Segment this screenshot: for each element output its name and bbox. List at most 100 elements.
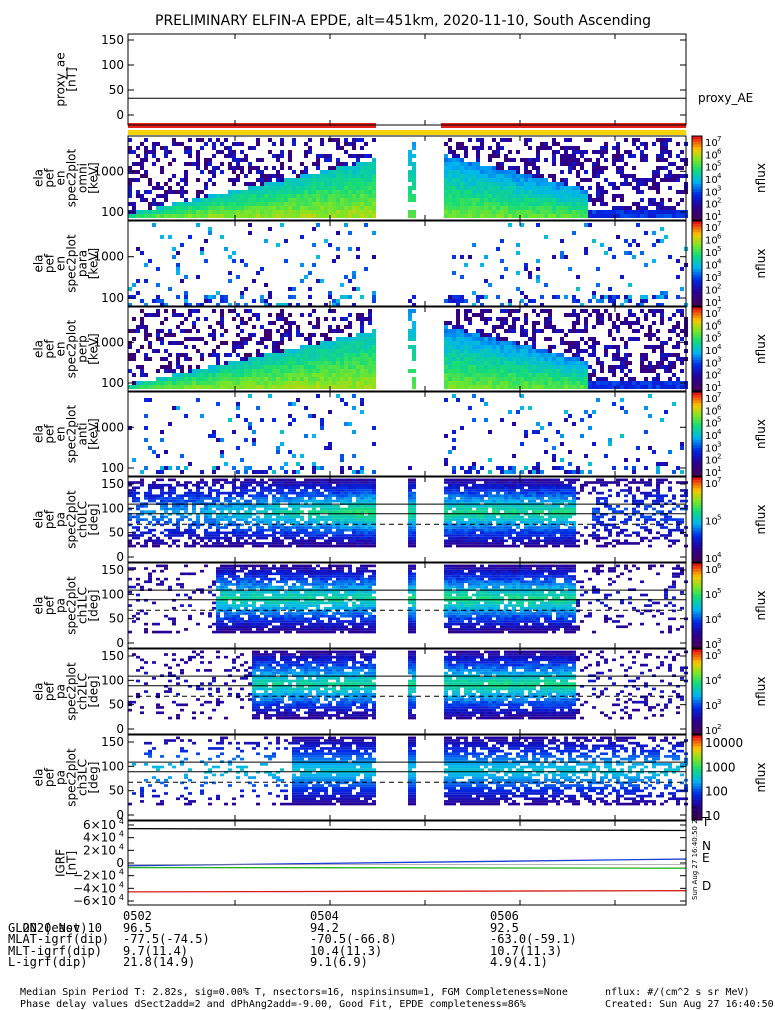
spectrogram-cell [316, 373, 320, 377]
panel-frame [128, 34, 686, 125]
spectrogram-cell [280, 142, 284, 146]
spectrogram-cell [360, 214, 364, 218]
spectrogram-cell [292, 142, 296, 146]
spectrogram-cell [488, 186, 492, 190]
spectrogram-cell [224, 361, 228, 365]
spectrogram-cell [136, 214, 140, 218]
pitch-angle-cell [228, 481, 232, 484]
pitch-angle-cell [296, 505, 300, 508]
pitch-angle-cell [320, 508, 324, 511]
spectrogram-cell [232, 341, 236, 345]
spectrogram-cell [476, 381, 480, 385]
spectrogram-cell [556, 202, 560, 206]
spectrogram-cell [560, 255, 564, 259]
spectrogram-cell [580, 337, 584, 341]
spectrogram-cell [448, 381, 452, 385]
spectrogram-cell [636, 210, 640, 214]
pitch-angle-cell [136, 534, 140, 537]
spectrogram-cell [492, 194, 496, 198]
spectrogram-cell [268, 357, 272, 361]
spectrogram-cell [676, 210, 680, 214]
spectrogram-cell [364, 353, 368, 357]
spectrogram-cell [500, 365, 504, 369]
spectrogram-cell [548, 377, 552, 381]
spectrogram-cell [176, 202, 180, 206]
spectrogram-cell [188, 329, 192, 333]
pitch-angle-cell [236, 510, 240, 513]
spectrogram-cell [552, 162, 556, 166]
pitch-angle-cell [132, 516, 136, 519]
spectrogram-cell [136, 170, 140, 174]
pitch-angle-cell [264, 486, 268, 489]
spectrogram-cell [496, 142, 500, 146]
spectrogram-cell [140, 166, 144, 170]
pitch-angle-cell [256, 494, 260, 497]
spectrogram-cell [288, 325, 292, 329]
spectrogram-cell [176, 206, 180, 210]
spectrogram-cell [532, 333, 536, 337]
spectrogram-cell [576, 190, 580, 194]
spectrogram-cell [256, 271, 260, 275]
pitch-angle-cell [320, 518, 324, 521]
spectrogram-cell [344, 373, 348, 377]
spectrogram-cell [640, 357, 644, 361]
pitch-angle-cell [248, 505, 252, 508]
pitch-angle-cell [240, 489, 244, 492]
spectrogram-cell [284, 470, 288, 474]
spectrogram-cell [336, 337, 340, 341]
pitch-angle-cell [224, 497, 228, 500]
pitch-angle-cell [296, 508, 300, 511]
pitch-angle-cell [324, 486, 328, 489]
spectrogram-cell [676, 466, 680, 470]
spectrogram-cell [328, 377, 332, 381]
pitch-angle-cell [148, 484, 152, 487]
spectrogram-cell [452, 154, 456, 158]
spectrogram-cell [508, 309, 512, 313]
spectrogram-cell [560, 202, 564, 206]
spectrogram-cell [260, 178, 264, 182]
spectrogram-cell [364, 317, 368, 321]
spectrogram-cell [476, 170, 480, 174]
spectrogram-cell [484, 255, 488, 259]
spectrogram-cell [576, 170, 580, 174]
spectrogram-cell [364, 178, 368, 182]
spectrogram-cell [520, 369, 524, 373]
spectrogram-cell [452, 470, 456, 474]
spectrogram-cell [680, 442, 684, 446]
spectrogram-cell [164, 214, 168, 218]
spectrogram-cell [596, 267, 600, 271]
spectrogram-cell [656, 295, 660, 299]
spectrogram-cell [496, 202, 500, 206]
pitch-angle-cell [240, 545, 244, 548]
spectrogram-cell [360, 365, 364, 369]
spectrogram-cell [296, 470, 300, 474]
spectrogram-cell [136, 381, 140, 385]
spectrogram-cell [212, 337, 216, 341]
pitch-angle-cell [284, 492, 288, 495]
spectrogram-cell [476, 206, 480, 210]
spectrogram-cell [252, 206, 256, 210]
spectrogram-cell [500, 349, 504, 353]
pitch-angle-cell [228, 537, 232, 540]
spectrogram-cell [460, 174, 464, 178]
spectrogram-cell [280, 210, 284, 214]
spectrogram-cell [524, 194, 528, 198]
spectrogram-cell [312, 385, 316, 389]
spectrogram-cell [496, 186, 500, 190]
spectrogram-cell [356, 174, 360, 178]
spectrogram-cell [304, 369, 308, 373]
spectrogram-cell [184, 353, 188, 357]
pitch-angle-cell [280, 497, 284, 500]
pitch-angle-cell [156, 545, 160, 548]
spectrogram-cell [636, 458, 640, 462]
spectrogram-cell [304, 385, 308, 389]
spectrogram-cell [248, 194, 252, 198]
spectrogram-cell [444, 329, 448, 333]
pitch-angle-cell [168, 508, 172, 511]
spectrogram-cell [304, 190, 308, 194]
spectrogram-cell [232, 381, 236, 385]
pitch-angle-cell [228, 494, 232, 497]
spectrogram-cell [192, 377, 196, 381]
spectrogram-cell [644, 385, 648, 389]
spectrogram-cell [352, 271, 356, 275]
